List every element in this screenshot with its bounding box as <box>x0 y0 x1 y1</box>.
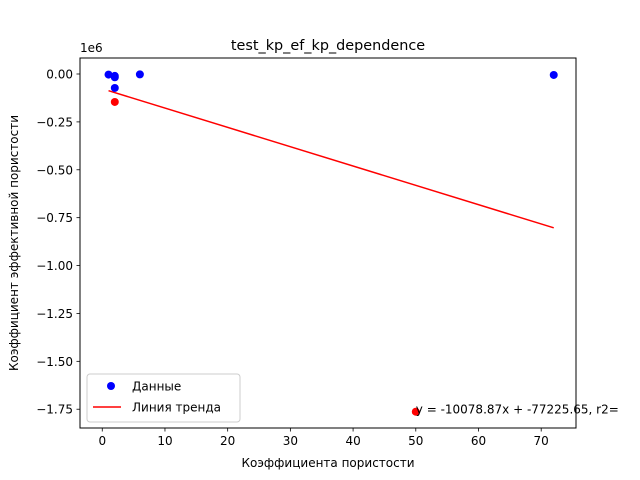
trend-line <box>108 89 554 229</box>
y-tick-label: −0.75 <box>36 211 73 225</box>
y-tick-label: −0.25 <box>36 115 73 129</box>
legend-label-trend: Линия тренда <box>132 401 221 415</box>
y-tick-label: −1.00 <box>36 259 73 273</box>
y-tick-label: 0.00 <box>46 67 73 81</box>
y-axis-offset-label: 1e6 <box>80 41 103 55</box>
y-tick-label: −1.25 <box>36 307 73 321</box>
x-tick-label: 70 <box>534 434 549 448</box>
x-axis-label: Коэффициента пористости <box>241 456 414 470</box>
x-tick-label: 50 <box>408 434 423 448</box>
legend: Данные Линия тренда <box>86 373 241 423</box>
annotations: y = -10078.87x + -77225.65, r2= <box>416 403 619 417</box>
trend-equation-annotation: y = -10078.87x + -77225.65, r2= <box>416 403 619 417</box>
data-point-0 <box>104 70 113 79</box>
y-axis: 0.00 −0.25 −0.50 −0.75 −1.00 −1.25 −1.50 −1.75 <box>36 67 80 417</box>
x-tick-label: 40 <box>345 434 360 448</box>
data-point-4 <box>135 70 144 79</box>
plot-area <box>104 70 558 416</box>
y-tick-label: −1.50 <box>36 355 73 369</box>
axes-frame <box>79 57 577 429</box>
data-point-5 <box>549 70 558 79</box>
data-point-3 <box>110 83 119 92</box>
x-tick-label: 30 <box>283 434 298 448</box>
legend-label-data: Данные <box>132 380 181 394</box>
y-tick-label: −1.75 <box>36 403 73 417</box>
x-tick-label: 10 <box>157 434 172 448</box>
y-axis-label: Коэффициент эффективной пористости <box>7 115 21 371</box>
y-tick-label: −0.50 <box>36 163 73 177</box>
x-tick-label: 60 <box>471 434 486 448</box>
highlight-point-1 <box>411 407 420 416</box>
chart-title: test_kp_ef_kp_dependence <box>231 38 425 54</box>
legend-marker-data <box>107 382 115 390</box>
legend-box <box>86 373 241 423</box>
data-point-2 <box>110 73 119 82</box>
x-axis: 0 10 20 30 40 50 60 70 <box>98 428 549 448</box>
x-tick-label: 20 <box>220 434 235 448</box>
highlight-point-0 <box>110 97 119 106</box>
x-tick-label: 0 <box>98 434 106 448</box>
